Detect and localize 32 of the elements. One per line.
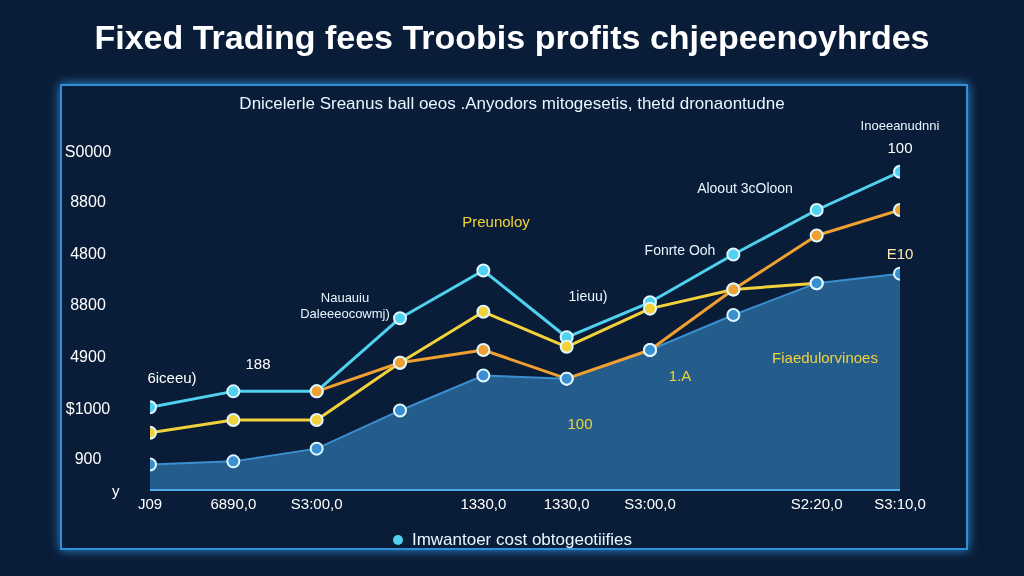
annotation: Fonrte Ooh [643,242,717,258]
chart-title: Fixed Trading fees Troobis profits chjepeenoyhrdes [93,18,931,57]
annotation: Preunoloy [461,213,531,230]
text: 100 [886,139,914,156]
annotation: 188 [245,355,271,372]
x-tick-label: 1330,0 [460,494,507,512]
x-tick-label: 1330,0 [543,494,590,512]
x-tick-label: 6890,0 [210,494,257,512]
text: 900 [73,450,103,467]
text: 4800 [69,245,107,262]
x-tick-label: S3:00,0 [290,494,343,512]
legend-label: Imwantoer cost obtogeotiifies [411,530,633,550]
annotation: Nauauiu Daleeeocowmj) [299,290,391,322]
annotation: Aloout 3cOloon [696,180,794,196]
text: 4900 [69,348,107,365]
text: 8800 [69,296,107,313]
annotation: 100 [566,415,594,432]
y-axis-title: y [112,482,120,499]
annotation: 1ieuu) [567,288,609,304]
x-tick-label: S2:20,0 [790,494,843,512]
annotation: Fiaedulorvinoes [771,349,879,366]
chart-subtitle: Dnicelerle Sreanus ball oeos .Anyodors mitogesetis, thetd dronaontudne [238,94,786,114]
text: 8800 [69,193,107,210]
x-tick-label: S3:00,0 [624,494,676,512]
annotation: 1.A [667,367,693,384]
x-tick-label: J09 [137,494,163,512]
text: $1000 [64,400,112,417]
annotation: 6iceeu) [146,369,198,386]
x-tick-label: S3:10,0 [874,494,926,512]
text: S0000 [63,143,113,160]
text: Inoeeanudnni [859,118,941,134]
annotation: E10 [885,245,915,262]
